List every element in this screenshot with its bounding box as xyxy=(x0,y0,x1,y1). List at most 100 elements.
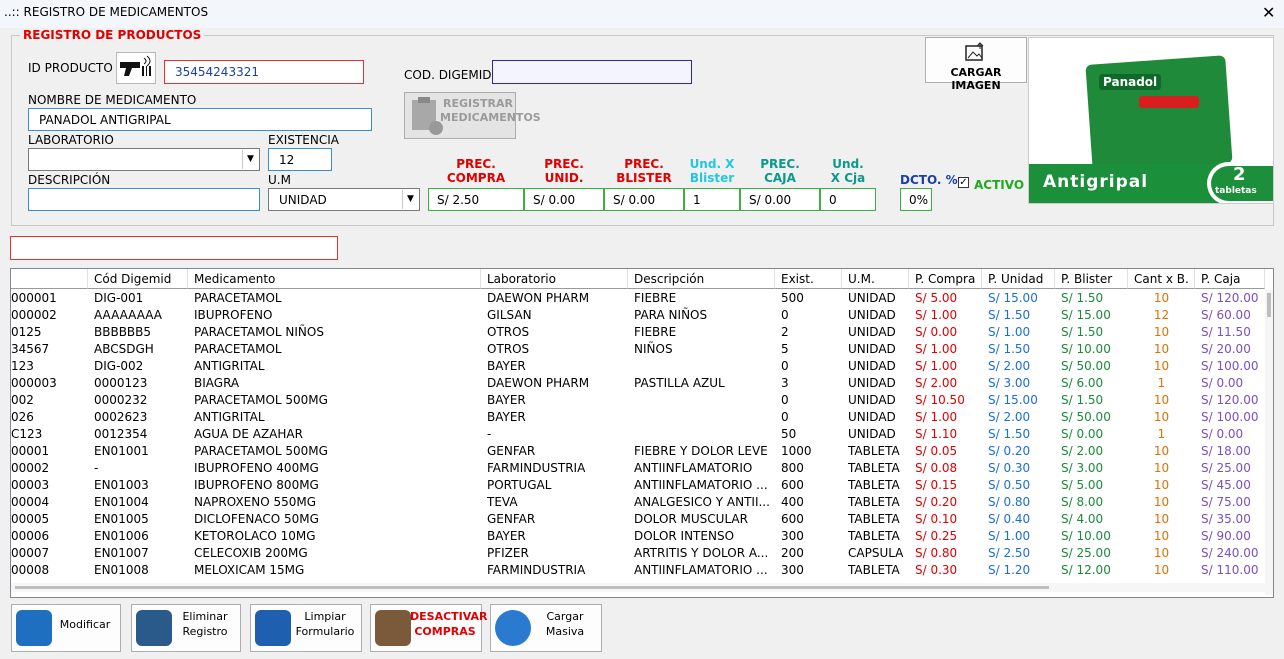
um-combo[interactable]: UNIDAD xyxy=(268,188,420,211)
table-cell[interactable]: 00006 xyxy=(11,529,50,543)
table-cell: IBUPROFENO 400MG xyxy=(194,461,319,475)
table-cell: DAEWON PHARM xyxy=(487,291,590,305)
table-cell[interactable]: 000003 xyxy=(11,376,57,390)
table-cell: 10 xyxy=(1153,563,1170,577)
name-input[interactable]: PANADOL ANTIGRIPAL xyxy=(28,108,372,131)
table-cell[interactable]: 00005 xyxy=(11,512,50,526)
checkbox[interactable]: ✓ xyxy=(958,177,969,188)
table-cell[interactable]: 00004 xyxy=(11,495,50,509)
table-cell: S/ 0.00 xyxy=(1061,427,1104,441)
table-cell: EN01007 xyxy=(94,546,149,560)
table-cell: S/ 5.00 xyxy=(1061,478,1104,492)
title-bar xyxy=(0,0,1284,28)
table-cell: S/ 0.00 xyxy=(1201,427,1244,441)
table-cell[interactable]: 000002 xyxy=(11,308,57,322)
table-cell[interactable]: 00008 xyxy=(11,563,50,577)
table-cell: S/ 0.00 xyxy=(1201,376,1244,390)
table-cell[interactable]: 00007 xyxy=(11,546,50,560)
column-header: P. Blister xyxy=(1055,269,1128,289)
table-cell[interactable]: 123 xyxy=(11,359,34,373)
close-button[interactable]: ✕ xyxy=(1262,3,1276,22)
table-cell: 0000123 xyxy=(94,376,148,390)
table-cell: 12 xyxy=(1153,308,1170,322)
button-icon xyxy=(495,610,531,646)
table-cell: 0000232 xyxy=(94,393,148,407)
table-cell: BAYER xyxy=(487,359,526,373)
column-header: U.M. xyxy=(842,269,909,289)
id-input[interactable]: 35454243321 xyxy=(164,60,364,84)
table-cell[interactable]: 002 xyxy=(11,393,34,407)
table-cell: GILSAN xyxy=(487,308,532,322)
table-cell: S/ 1.00 xyxy=(988,325,1031,339)
table-cell: 300 xyxy=(781,529,804,543)
register-label: REGISTRAR MEDICAMENTOS xyxy=(440,97,541,124)
scroll-thumb-h[interactable] xyxy=(15,586,1049,589)
table-cell: DIG-002 xyxy=(94,359,144,373)
table-cell[interactable]: 000001 xyxy=(11,291,57,305)
table-cell: AGUA DE AZAHAR xyxy=(194,427,303,441)
table-cell: ARTRITIS Y DOLOR A... xyxy=(634,546,769,560)
scroll-thumb-v[interactable] xyxy=(1267,293,1271,317)
scrollbar-v[interactable] xyxy=(1265,290,1273,595)
price-label: PREC. COMPRA xyxy=(446,157,506,185)
combo-arrow[interactable]: ▼ xyxy=(242,150,258,169)
price-input[interactable]: S/ 0.00 xyxy=(524,188,604,211)
label: ID PRODUCTO xyxy=(28,61,113,75)
label: U.M xyxy=(268,173,291,187)
table-cell[interactable]: 00003 xyxy=(11,478,50,492)
table-cell[interactable]: 0125 xyxy=(11,325,42,339)
table-cell: PARACETAMOL NIÑOS xyxy=(194,325,324,339)
table-cell[interactable]: 026 xyxy=(11,410,34,424)
table-cell: 10 xyxy=(1153,393,1170,407)
table-cell: 0 xyxy=(781,308,789,322)
table-cell: BAYER xyxy=(487,529,526,543)
data-grid: Cód Digemid Medicamento Laboratorio Descrip… xyxy=(10,268,1274,598)
price-input[interactable]: S/ 0.00 xyxy=(740,188,820,211)
table-cell: EN01005 xyxy=(94,512,149,526)
table-cell: S/ 50.00 xyxy=(1061,410,1111,424)
table-cell: 10 xyxy=(1153,529,1170,543)
table-cell: S/ 2.00 xyxy=(988,359,1031,373)
table-cell[interactable]: 00001 xyxy=(11,444,50,458)
price-label: PREC. BLISTER xyxy=(616,157,672,185)
column-header: Descripción xyxy=(628,269,775,289)
table-cell: BIAGRA xyxy=(194,376,240,390)
price-input[interactable]: 0 xyxy=(820,188,876,211)
table-cell[interactable]: 00002 xyxy=(11,461,50,475)
table-cell: 0 xyxy=(781,410,789,424)
table-cell: UNIDAD xyxy=(848,291,896,305)
price-label: PREC. UNID. xyxy=(544,157,584,185)
table-cell: 500 xyxy=(781,291,804,305)
price-input[interactable]: 1 xyxy=(684,188,740,211)
price-input[interactable]: S/ 2.50 xyxy=(428,188,524,211)
combo-arrow[interactable]: ▼ xyxy=(402,190,418,209)
description-input[interactable] xyxy=(28,188,260,211)
table-cell: DOLOR INTENSO xyxy=(634,529,735,543)
table-cell: S/ 25.00 xyxy=(1201,461,1251,475)
table-cell: 1000 xyxy=(781,444,812,458)
table-cell: UNIDAD xyxy=(848,342,896,356)
search-input[interactable] xyxy=(10,236,338,260)
load-image-button[interactable] xyxy=(925,37,1027,83)
button-label: Eliminar Registro xyxy=(182,610,228,638)
table-cell: S/ 10.00 xyxy=(1061,342,1111,356)
table-cell: EN01008 xyxy=(94,563,149,577)
table-cell: 400 xyxy=(781,495,804,509)
table-cell: FARMINDUSTRIA xyxy=(487,563,586,577)
price-label: Und. X Cja xyxy=(830,157,866,185)
table-cell: ANTIGRITAL xyxy=(194,359,265,373)
lab-combo[interactable] xyxy=(28,148,260,171)
badge-inner xyxy=(1211,166,1273,201)
stock-input[interactable]: 12 xyxy=(268,148,332,171)
barcode-scan-button[interactable] xyxy=(116,52,156,84)
discount-input[interactable]: 0% xyxy=(900,188,932,211)
table-cell: FARMINDUSTRIA xyxy=(487,461,586,475)
digemid-input[interactable] xyxy=(492,60,692,84)
table-cell: 2 xyxy=(781,325,789,339)
button-icon xyxy=(255,610,291,646)
table-cell[interactable]: C123 xyxy=(11,427,43,441)
table-cell[interactable]: 34567 xyxy=(11,342,50,356)
table-cell: S/ 6.00 xyxy=(1061,376,1104,390)
product-image: Panadol Antigripal 2 tabletas xyxy=(1028,37,1274,204)
price-input[interactable]: S/ 0.00 xyxy=(604,188,684,211)
